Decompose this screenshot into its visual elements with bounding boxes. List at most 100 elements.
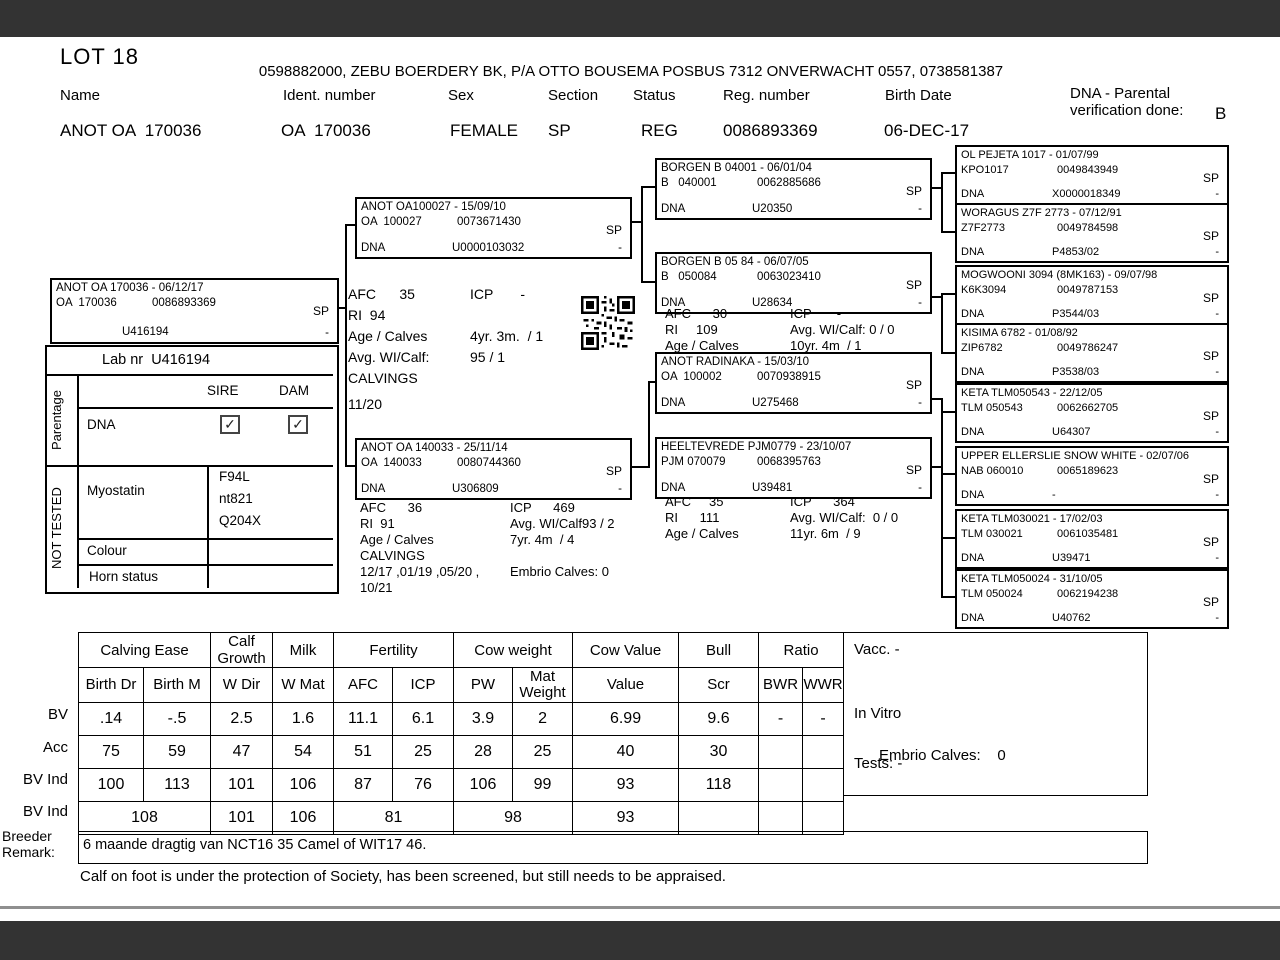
pedigree-title: BORGEN B 05 84 - 06/07/05 bbox=[661, 256, 809, 268]
pedigree-id: TLM 030021 bbox=[961, 528, 1023, 540]
cell: 98 bbox=[453, 801, 574, 835]
dna-number: U306809 bbox=[452, 483, 499, 495]
dna-verification-label-line1: DNA - Parental bbox=[1070, 85, 1171, 102]
sex-label: Sex bbox=[448, 87, 474, 104]
pedigree-id: NAB 060010 bbox=[961, 465, 1024, 477]
pedigree-box-kisima: KISIMA 6782 - 01/08/92 ZIP6782 004978624… bbox=[955, 323, 1229, 383]
pedigree-sp: SP bbox=[1202, 595, 1219, 609]
cell: - bbox=[802, 702, 845, 736]
dna-row-label: DNA bbox=[87, 417, 116, 432]
stat-left: 11/20 bbox=[348, 396, 382, 412]
group-fertility: Fertility bbox=[333, 632, 455, 668]
dna-label: DNA bbox=[961, 426, 985, 438]
connector-line bbox=[335, 307, 346, 309]
col-pw: PW bbox=[453, 667, 514, 703]
pedigree-title: ANOT OA 170036 - 06/12/17 bbox=[56, 282, 204, 294]
dna-number: P4853/02 bbox=[1052, 246, 1100, 258]
cell: 2 bbox=[512, 702, 574, 736]
pedigree-lab-number: U416194 bbox=[122, 326, 169, 338]
dam-stats-block: AFC 36 ICP 469 RI 91 Avg. WI/Calf93 / 2 Ag… bbox=[360, 500, 645, 596]
stat-right: ICP - bbox=[470, 286, 525, 302]
connector-line bbox=[941, 231, 955, 233]
pedigree-title: UPPER ELLERSLIE SNOW WHITE - 02/07/06 bbox=[961, 450, 1190, 462]
connector-line bbox=[928, 466, 942, 468]
dna-number: U28634 bbox=[752, 297, 793, 309]
pedigree-dash: - bbox=[918, 482, 922, 494]
pedigree-box-mogwooni: MOGWOONI 3094 (8MK163) - 09/07/98 K6K309… bbox=[955, 265, 1229, 325]
group-cow-weight: Cow weight bbox=[453, 632, 574, 668]
pedigree-title: MOGWOONI 3094 (8MK163) - 09/07/98 bbox=[961, 269, 1158, 281]
cell bbox=[802, 735, 845, 769]
pedigree-id: B 050084 bbox=[661, 271, 717, 283]
pedigree-box-animal: ANOT OA 170036 - 06/12/17 OA 170036 0086… bbox=[50, 278, 339, 344]
dna-label: DNA bbox=[961, 308, 985, 320]
pedigree-sp: SP bbox=[1202, 171, 1219, 185]
footer-note: Calf on foot is under the protection of … bbox=[80, 868, 726, 885]
pedigree-sp: SP bbox=[1202, 472, 1219, 486]
myostatin-value: nt821 bbox=[219, 491, 253, 506]
pedigree-title: HEELTEVREDE PJM0779 - 23/10/07 bbox=[661, 441, 852, 453]
not-tested-section-label: NOT TESTED bbox=[49, 487, 64, 569]
stat-left: Age / Calves bbox=[665, 338, 739, 353]
cell: 118 bbox=[678, 768, 760, 802]
row-label-bv-ind-2: BV Ind bbox=[22, 803, 68, 820]
col-scr: Scr bbox=[678, 667, 760, 703]
pedigree-box-borgen-b-05-84: BORGEN B 05 84 - 06/07/05 B 050084 00630… bbox=[655, 252, 932, 314]
dna-number: U20350 bbox=[752, 203, 793, 215]
cell: 93 bbox=[572, 801, 680, 835]
breeder-address: 0598882000, ZEBU BOERDERY BK, P/A OTTO B… bbox=[258, 63, 1004, 80]
reg-number-value: 0086893369 bbox=[723, 121, 818, 140]
cell: 25 bbox=[512, 735, 574, 769]
pedigree-reg: 0049787153 bbox=[1057, 284, 1119, 296]
pedigree-sp: SP bbox=[1202, 291, 1219, 305]
connector-line bbox=[941, 411, 955, 413]
pedigree-dash: - bbox=[618, 483, 622, 495]
pedigree-id: OA 100002 bbox=[661, 371, 722, 383]
cell: 106 bbox=[272, 801, 335, 835]
connector-line bbox=[628, 466, 649, 468]
ident-label: Ident. number bbox=[283, 87, 376, 104]
connector-line bbox=[345, 465, 355, 467]
stat-left: RI 109 bbox=[665, 322, 718, 337]
pedigree-title: OL PEJETA 1017 - 01/07/99 bbox=[961, 149, 1099, 161]
tests-text: Tests: - bbox=[854, 755, 903, 772]
cell: 106 bbox=[272, 768, 335, 802]
dna-label: DNA bbox=[961, 489, 985, 501]
dna-verification-label-line2: verification done: bbox=[1070, 102, 1184, 119]
lab-nr-value: U416194 bbox=[151, 352, 211, 368]
cell: 54 bbox=[272, 735, 335, 769]
stat-left: RI 111 bbox=[665, 510, 720, 525]
status-label: Status bbox=[633, 87, 676, 104]
dna-label: DNA bbox=[961, 246, 985, 258]
cell: 75 bbox=[78, 735, 144, 769]
dna-label: DNA bbox=[961, 188, 985, 200]
connector-line bbox=[941, 537, 955, 539]
embrio-calves-label: Embrio Calves: bbox=[879, 747, 981, 764]
col-bwr: BWR bbox=[758, 667, 804, 703]
pedigree-reg: 0080744360 bbox=[457, 457, 521, 469]
pedigree-reg: 0073671430 bbox=[457, 216, 521, 228]
connector-line bbox=[628, 221, 642, 223]
divider-line bbox=[77, 538, 333, 540]
stat-left: Age / Calves bbox=[360, 532, 434, 547]
pedigree-sp: SP bbox=[1202, 229, 1219, 243]
pedigree-box-upper-ellerslie: UPPER ELLERSLIE SNOW WHITE - 02/07/06 NA… bbox=[955, 446, 1229, 506]
pedigree-dash: - bbox=[1215, 489, 1219, 501]
status-value: REG bbox=[641, 121, 678, 140]
pedigree-box-sire: ANOT OA100027 - 15/09/10 OA 100027 00736… bbox=[355, 197, 632, 259]
dna-label: DNA bbox=[661, 482, 686, 494]
pedigree-box-anot-radinaka: ANOT RADINAKA - 15/03/10 OA 100002 00709… bbox=[655, 352, 932, 414]
breeder-remark-label-line1: Breeder bbox=[2, 828, 52, 844]
pedigree-dash: - bbox=[1215, 366, 1219, 378]
bv-ind-row: 100 113 101 106 87 76 106 99 93 118 bbox=[78, 768, 845, 802]
pedigree-id: ZIP6782 bbox=[961, 342, 1003, 354]
connector-line bbox=[941, 473, 955, 475]
dna-label: DNA bbox=[661, 297, 686, 309]
pedigree-dash: - bbox=[325, 327, 329, 339]
cell: 76 bbox=[392, 768, 455, 802]
cell bbox=[802, 768, 845, 802]
acc-row: 75 59 47 54 51 25 28 25 40 30 bbox=[78, 735, 845, 769]
stat-right: 95 / 1 bbox=[470, 349, 506, 365]
bv-row: .14 -.5 2.5 1.6 11.1 6.1 3.9 2 6.99 9.6 … bbox=[78, 702, 845, 736]
